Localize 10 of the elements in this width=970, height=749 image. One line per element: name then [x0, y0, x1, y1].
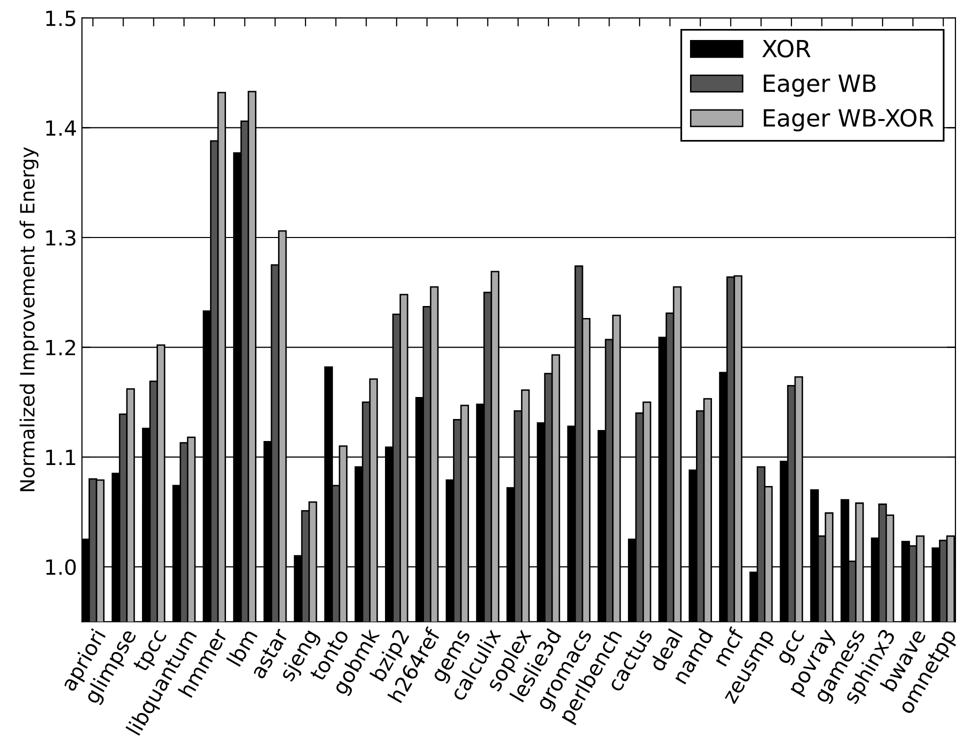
legend-label: XOR — [762, 40, 811, 58]
y-tick-label: 1.4 — [46, 120, 76, 136]
y-tick-label: 1.1 — [46, 450, 76, 465]
y-tick-label: 1.3 — [46, 230, 76, 246]
y-tick-label: 1.5 — [46, 10, 76, 26]
legend-label: Eager WB-XOR — [764, 108, 934, 132]
legend-label: Eager WB — [764, 74, 876, 97]
y-tick-label: 1.2 — [46, 340, 76, 356]
y-tick-label: 1.0 — [46, 559, 76, 575]
y-axis-title: Normalized Improvement of Energy — [20, 147, 38, 492]
